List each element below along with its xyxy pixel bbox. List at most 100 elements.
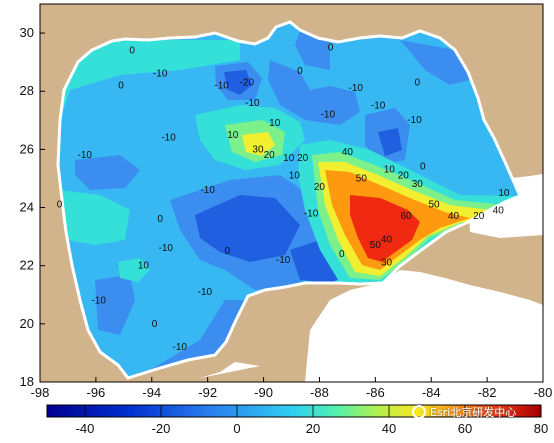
band-sw-pos bbox=[118, 258, 150, 282]
contour-label: 50 bbox=[370, 240, 382, 251]
eddy-north-core bbox=[224, 70, 252, 95]
colorbar-tick-label: 20 bbox=[306, 421, 320, 436]
white-sea-south bbox=[305, 270, 543, 382]
contour-label: 20 bbox=[473, 211, 485, 222]
coast-shelf-south bbox=[200, 362, 260, 378]
contour-label: -10 bbox=[321, 109, 336, 120]
x-tick-label: -96 bbox=[86, 385, 105, 400]
band-central-neg bbox=[268, 60, 360, 125]
contour-label: 30 bbox=[252, 144, 264, 155]
contour-label: 0 bbox=[420, 162, 426, 173]
island-hispaniola bbox=[455, 250, 502, 270]
contour-label: 0 bbox=[297, 66, 303, 77]
contour-label: 20 bbox=[264, 150, 276, 161]
colorbar-tick-label: -20 bbox=[152, 421, 171, 436]
warm-ring-30 bbox=[242, 132, 275, 156]
x-tick-label: -88 bbox=[310, 385, 329, 400]
colorbar-tick-label: -40 bbox=[76, 421, 95, 436]
eddy-east-core bbox=[378, 128, 402, 156]
gulf-field bbox=[58, 22, 520, 378]
contour-label: -20 bbox=[240, 77, 255, 88]
band-east-neg bbox=[400, 40, 470, 85]
contour-label: 0 bbox=[224, 246, 230, 257]
island-jamaica bbox=[430, 262, 448, 270]
y-tick-label: 26 bbox=[20, 141, 34, 156]
contour-label: -10 bbox=[77, 150, 92, 161]
band-sw-neg bbox=[95, 275, 135, 335]
colorbar-tick-label: 40 bbox=[382, 421, 396, 436]
contour-label: 0 bbox=[414, 77, 420, 88]
x-tick-label: -82 bbox=[478, 385, 497, 400]
contour-label: -10 bbox=[172, 342, 187, 353]
contour-label: 0 bbox=[57, 200, 63, 211]
contour-label: -10 bbox=[407, 115, 422, 126]
band-west-pos bbox=[60, 190, 130, 245]
contour-label: 30 bbox=[381, 258, 393, 269]
contour-label: 10 bbox=[269, 118, 281, 129]
contour-label: -10 bbox=[198, 287, 213, 298]
contour-label: -10 bbox=[91, 295, 106, 306]
x-axis: -98 -96 -94 -92 -90 -88 -86 -84 -82 -80 bbox=[31, 377, 553, 400]
map-frame bbox=[39, 3, 544, 383]
x-tick-label: -98 bbox=[31, 385, 50, 400]
y-tick-label: 18 bbox=[20, 374, 34, 389]
contour-label: -10 bbox=[304, 208, 319, 219]
contour-label: 40 bbox=[493, 205, 505, 216]
coastline bbox=[56, 20, 522, 380]
contour-label: 20 bbox=[398, 170, 410, 181]
y-tick-label: 24 bbox=[20, 200, 34, 215]
contour-label: -10 bbox=[161, 133, 176, 144]
wechat-logo-icon bbox=[412, 405, 426, 419]
y-tick-label: 30 bbox=[20, 25, 34, 40]
contour-label: 0 bbox=[157, 214, 163, 225]
contour-label: 30 bbox=[412, 179, 424, 190]
contour-label: 40 bbox=[342, 147, 354, 158]
contour-label: -10 bbox=[159, 243, 174, 254]
contour-label: -10 bbox=[371, 101, 386, 112]
contour-label: 20 bbox=[314, 182, 326, 193]
contour-label: -10 bbox=[245, 98, 260, 109]
x-tick-label: -86 bbox=[366, 385, 385, 400]
contour-label: 0 bbox=[152, 319, 158, 330]
band-north-shelf bbox=[60, 40, 240, 120]
band-west-neg bbox=[75, 155, 140, 190]
band-campeche-neg bbox=[150, 300, 255, 372]
y-tick-label: 22 bbox=[20, 258, 34, 273]
contour-label: -10 bbox=[200, 185, 215, 196]
contour-label: 0 bbox=[328, 43, 334, 54]
contour-label: 10 bbox=[227, 130, 239, 141]
contour-label: 40 bbox=[381, 234, 393, 245]
contour-label: 10 bbox=[283, 153, 295, 164]
x-tick-label: -92 bbox=[198, 385, 217, 400]
x-tick-label: -84 bbox=[422, 385, 441, 400]
watermark: Esri北京研发中心 bbox=[412, 403, 516, 421]
loop-current-core bbox=[350, 195, 420, 262]
y-axis: 30 28 26 24 22 20 18 bbox=[20, 25, 45, 389]
contour-label: 20 bbox=[297, 153, 309, 164]
contour-label: 40 bbox=[448, 211, 460, 222]
contour-label: 0 bbox=[339, 249, 345, 260]
watermark-text: Esri北京研发中心 bbox=[430, 406, 517, 419]
contour-label: 10 bbox=[289, 170, 301, 181]
contour-label: 10 bbox=[138, 261, 150, 272]
x-tick-label: -94 bbox=[142, 385, 161, 400]
contour-label: 60 bbox=[401, 211, 413, 222]
contour-label: -10 bbox=[349, 83, 364, 94]
colorbar-tick-label: 80 bbox=[534, 421, 548, 436]
contour-label: -10 bbox=[276, 255, 291, 266]
contour-label: -10 bbox=[214, 80, 229, 91]
colorbar-tick-label: 60 bbox=[458, 421, 472, 436]
y-tick-label: 20 bbox=[20, 316, 34, 331]
contour-label: 0 bbox=[118, 80, 124, 91]
contour-label: 50 bbox=[428, 200, 440, 211]
colorbar-tick-label: 0 bbox=[233, 421, 240, 436]
contour-label: 10 bbox=[498, 188, 510, 199]
contour-label: 50 bbox=[356, 173, 368, 184]
x-tick-label: -80 bbox=[534, 385, 553, 400]
y-tick-label: 28 bbox=[20, 83, 34, 98]
colorbar-ticks: -40 -20 0 20 40 60 80 bbox=[76, 405, 548, 436]
contour-label: -10 bbox=[153, 69, 168, 80]
